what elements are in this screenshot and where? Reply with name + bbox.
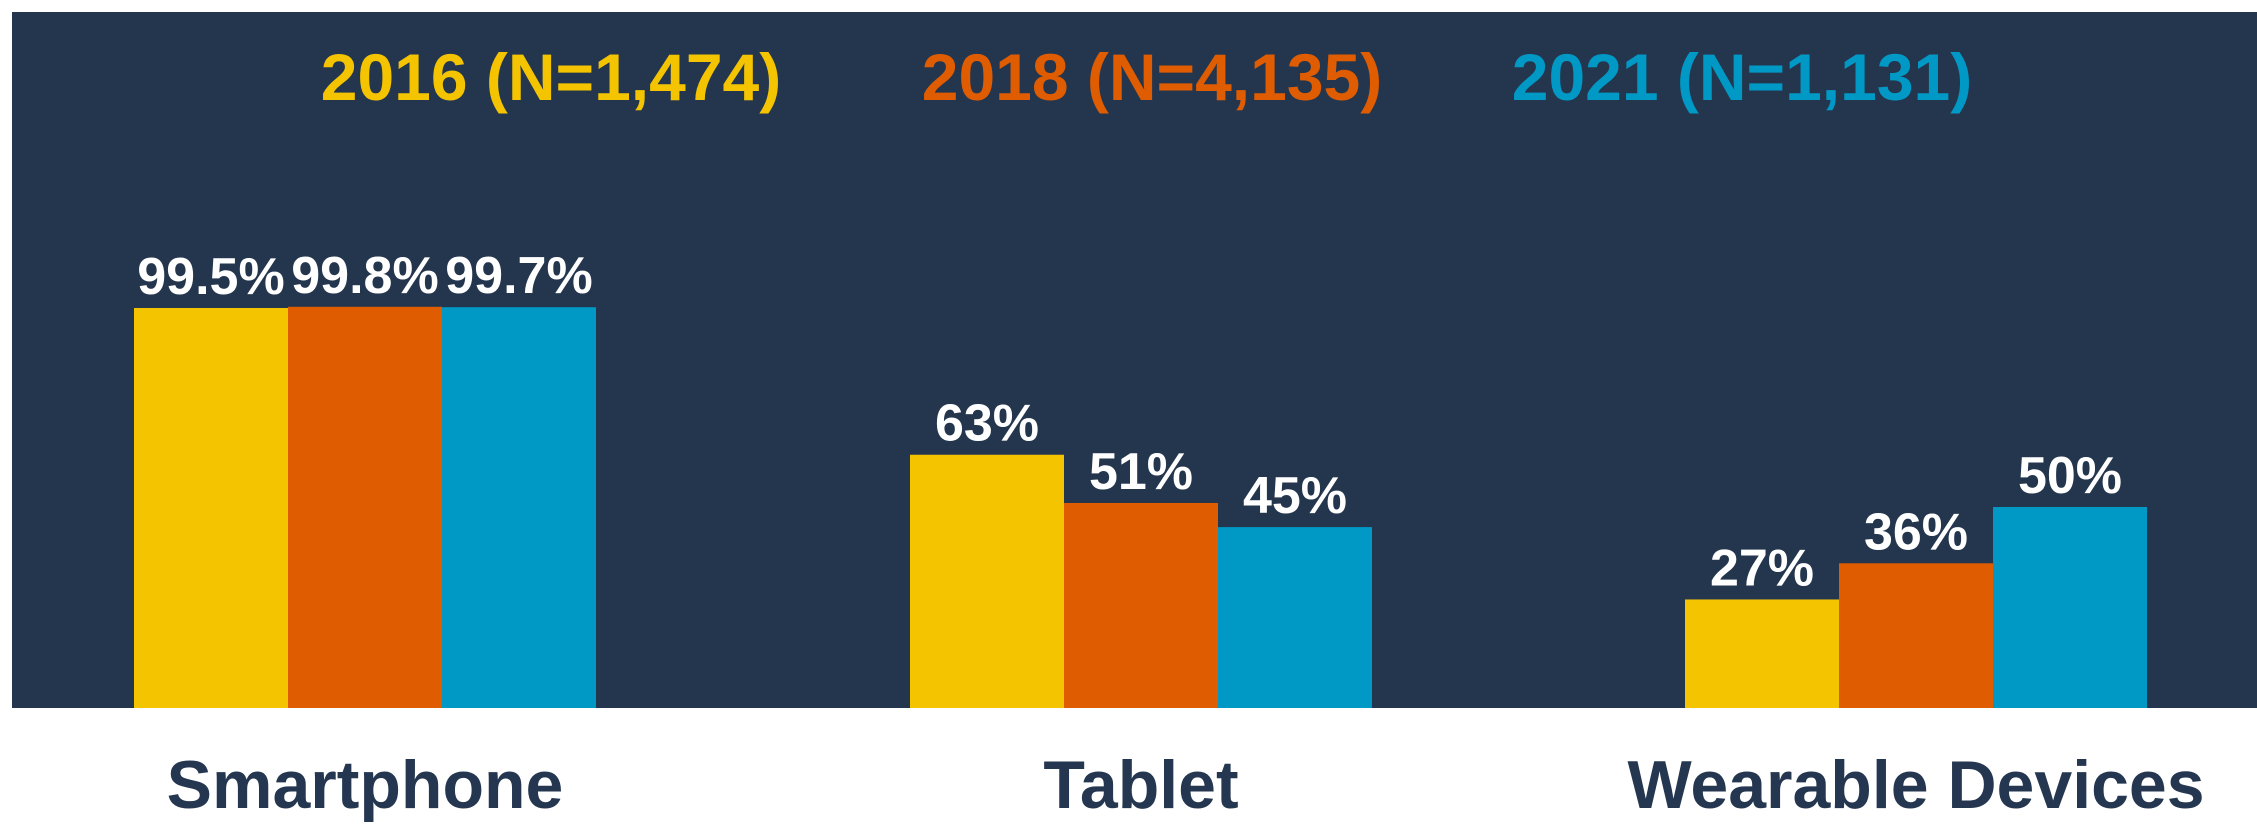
value-label: 63%: [935, 395, 1039, 453]
value-label: 99.5%: [137, 248, 284, 306]
bar: [134, 308, 288, 708]
bar: [1839, 563, 1993, 708]
legend-entry: 2018 (N=4,135): [922, 40, 1383, 114]
bar: [288, 306, 442, 708]
value-label: 45%: [1243, 467, 1347, 525]
value-label: 27%: [1710, 539, 1814, 597]
category-label: Smartphone: [167, 747, 564, 823]
bar: [1218, 527, 1372, 708]
legend-entry: 2016 (N=1,474): [321, 40, 782, 114]
bar: [1685, 599, 1839, 708]
bar: [910, 454, 1064, 708]
category-label: Tablet: [1043, 747, 1238, 823]
value-label: 50%: [2018, 447, 2122, 505]
value-label: 51%: [1089, 443, 1193, 501]
value-label: 99.8%: [291, 247, 438, 305]
value-label: 36%: [1864, 503, 1968, 561]
bar: [1064, 502, 1218, 708]
legend-entry: 2021 (N=1,131): [1512, 40, 1973, 114]
category-label: Wearable Devices: [1627, 747, 2204, 823]
value-label: 99.7%: [445, 247, 592, 305]
bar: [442, 307, 596, 708]
bar: [1993, 507, 2147, 708]
